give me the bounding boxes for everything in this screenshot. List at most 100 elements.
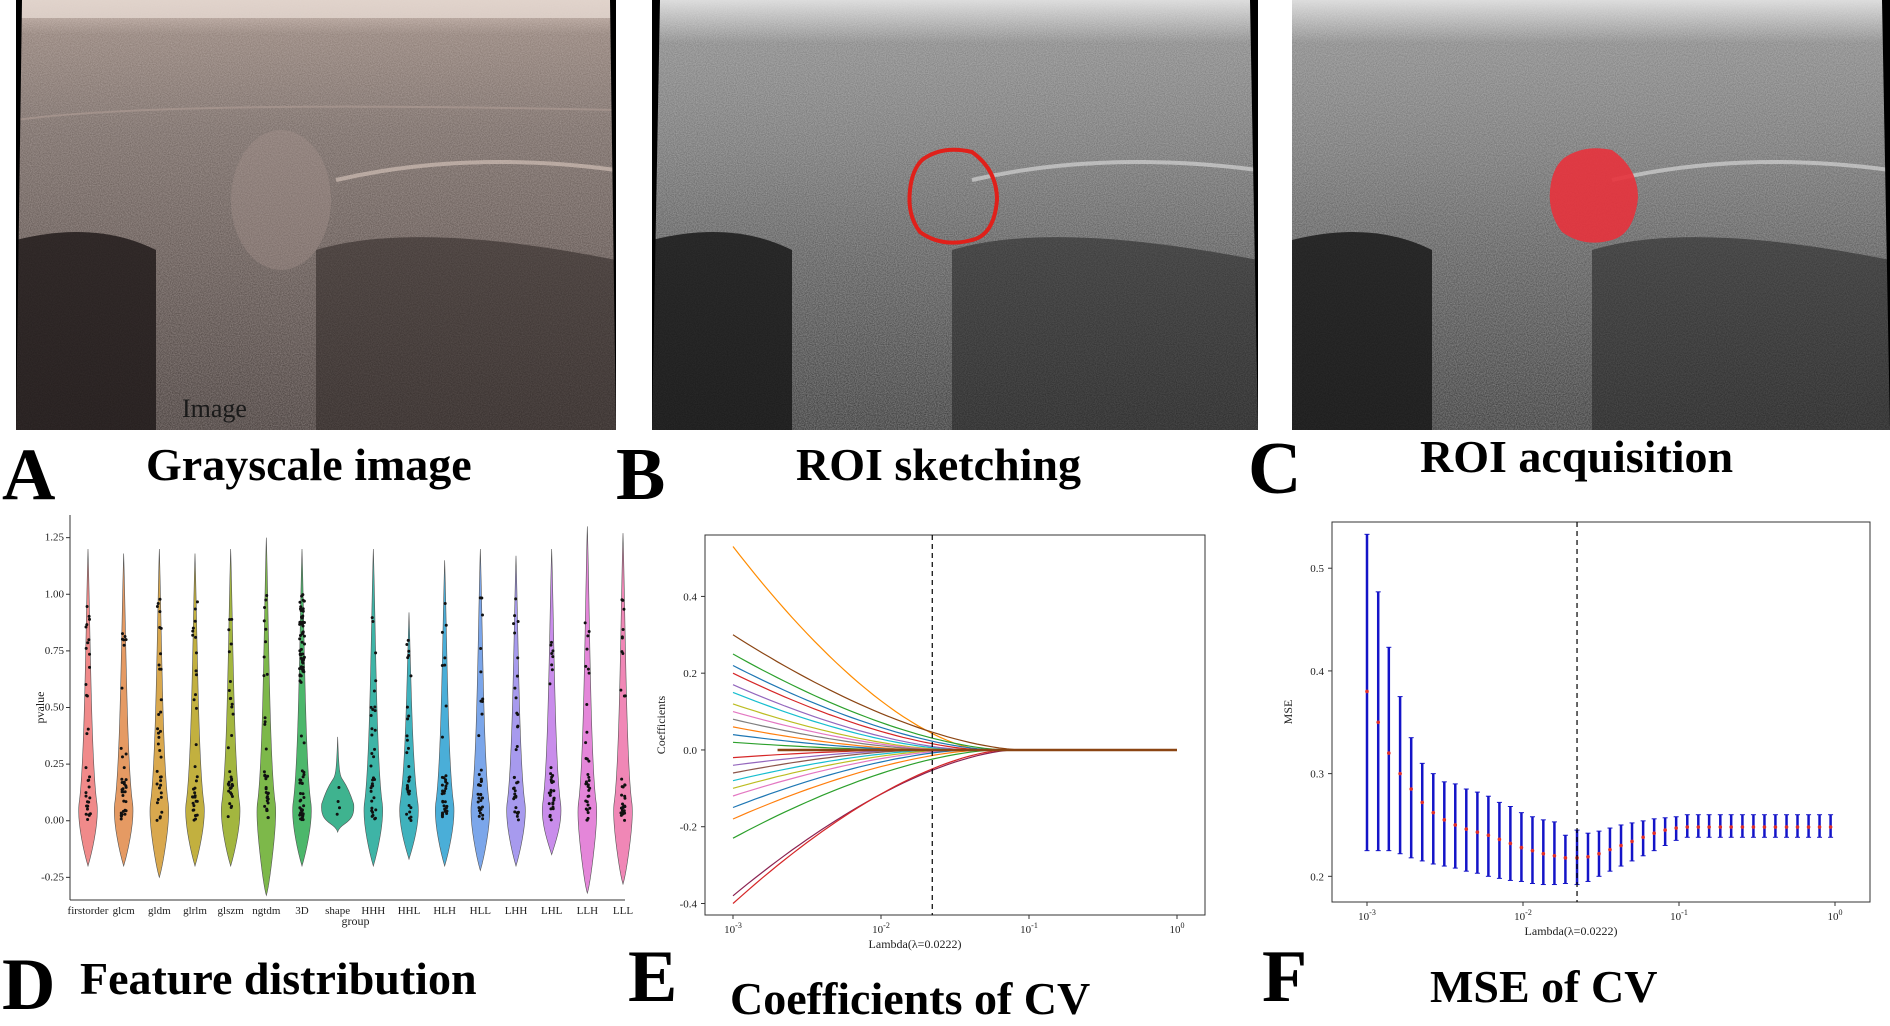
data-point [551,807,555,811]
data-point [406,746,410,750]
data-point [549,788,553,792]
data-point [265,593,269,597]
panel-letter-a: A [2,434,56,516]
data-point [440,664,444,668]
data-point [479,792,483,796]
data-point [370,799,374,803]
ultrasound-roi-sketching-image [652,0,1258,430]
mse-mean-point [1762,825,1767,829]
data-point [337,806,341,810]
data-point [583,621,587,625]
x-tick-label-glrlm: glrlm [183,905,207,917]
data-point [194,813,198,817]
data-point [513,631,517,635]
data-point [193,795,197,799]
data-point [585,647,589,651]
ultrasound-grayscale-image: Image [16,0,616,430]
data-point [550,663,554,667]
data-point [373,728,377,732]
data-point [549,818,553,822]
data-point [229,775,233,779]
data-point [370,751,374,755]
data-point [512,775,516,779]
data-point [120,637,124,641]
data-point [549,643,553,647]
data-point [620,777,624,781]
data-point [85,807,89,811]
data-point [370,616,374,620]
data-point [227,628,231,632]
data-point [444,806,448,810]
mse-mean-point [1475,830,1480,834]
data-point [193,619,197,623]
data-point [84,625,88,629]
data-point [407,803,411,807]
data-point [159,783,163,787]
data-point [586,773,590,777]
data-point [584,757,588,761]
data-point [584,664,588,668]
violin-body [363,548,383,868]
mse-mean-point [1586,855,1590,859]
data-point [263,804,267,808]
data-point [124,784,128,788]
data-point [369,789,373,793]
data-point [85,804,89,808]
data-point [301,609,305,613]
x-tick-label: 10-2 [872,921,890,936]
mse-mean-point [1817,825,1822,829]
data-point [548,813,552,817]
data-point [481,813,485,817]
data-point [158,816,162,820]
data-point [586,816,590,820]
data-point [158,749,162,753]
data-point [298,781,302,785]
data-point [301,624,305,628]
data-point [551,780,555,784]
data-point [299,665,303,669]
data-point [372,796,376,800]
data-point [265,809,269,813]
data-point [373,747,377,751]
data-point [409,806,413,810]
data-point [299,798,303,802]
mse-mean-point [1453,823,1458,827]
ultrasound-roi-acquisition-image [1292,0,1890,430]
data-point [515,674,519,678]
data-point [587,775,591,779]
data-point [264,640,268,644]
data-point [227,783,231,787]
data-point [444,774,448,778]
mse-mean-point [1729,825,1733,829]
data-point [409,819,413,823]
data-point [229,642,233,646]
data-point [370,814,374,818]
data-point [516,713,520,717]
data-point [549,772,553,776]
coefficients-cv-chart: -0.4 -0.2 0.0 0.2 0.4 Coefficients 10-3 10-2 10-… [645,530,1225,960]
data-point [549,766,553,770]
data-point [88,796,92,800]
data-point [623,796,627,800]
data-point [513,789,517,793]
data-point [477,773,481,777]
y-tick-label: -0.25 [41,871,64,883]
y-tick-label: 1.00 [45,588,65,600]
data-point [301,775,305,779]
mse-mean-point [1740,825,1745,829]
data-point [584,799,588,803]
data-point [298,600,302,604]
data-point [300,660,304,664]
data-point [587,759,591,763]
data-point [124,778,128,782]
data-point [585,703,589,707]
data-point [156,798,160,802]
data-point [369,764,373,768]
data-point [86,727,90,731]
data-point [120,790,124,794]
data-point [514,748,518,752]
mse-mean-point [1608,847,1612,852]
data-point [374,808,378,812]
data-point [263,722,267,726]
mse-mean-point [1652,831,1656,835]
